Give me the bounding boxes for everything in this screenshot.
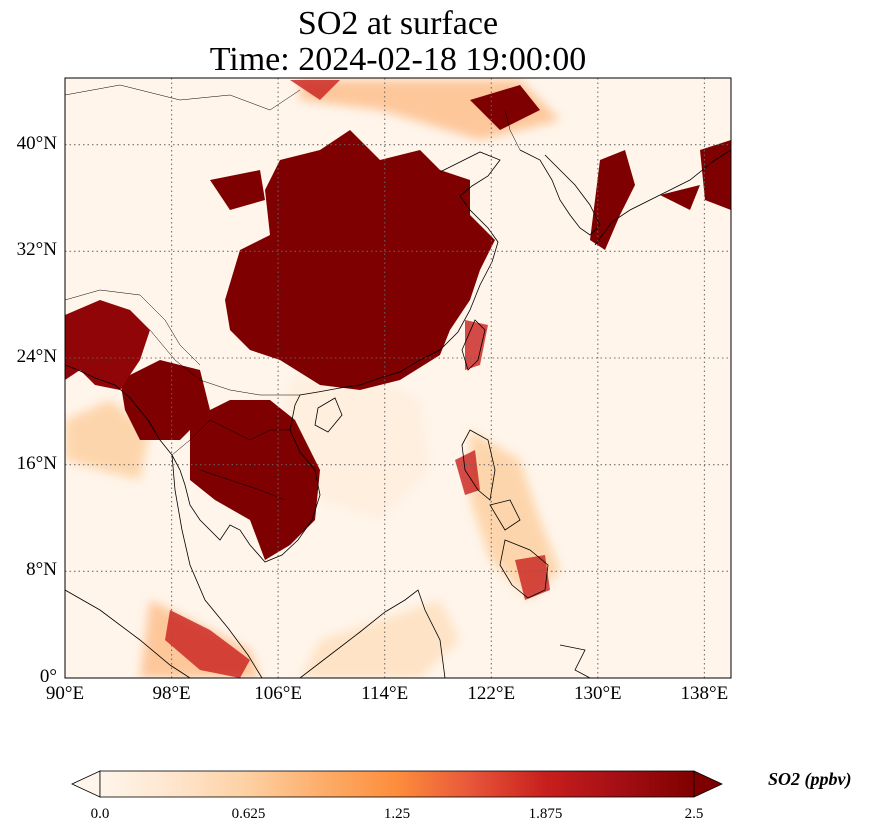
so2-concentration-field xyxy=(65,80,731,678)
coastline-indochina xyxy=(171,384,361,563)
coastline-korea xyxy=(519,149,601,236)
coastline-sulawesi xyxy=(559,644,591,678)
coastline-malay-peninsula xyxy=(171,454,263,678)
colorbar-tick: 2.5 xyxy=(684,806,704,822)
colorbar-tick: 1.875 xyxy=(528,806,563,822)
gridlines xyxy=(65,78,731,678)
colorbar-label: SO2 (ppbv) xyxy=(768,769,852,789)
coastlines xyxy=(65,149,731,678)
coastline-borneo xyxy=(299,589,446,678)
y-tick-label: 32°N xyxy=(16,239,57,261)
x-tick-label: 98°E xyxy=(152,683,191,704)
so2-high-region-myanmar-india xyxy=(65,300,150,390)
coastline-sumatra xyxy=(65,589,191,678)
x-tick-label: 130°E xyxy=(573,683,622,704)
colorbar-tick: 0.625 xyxy=(231,806,266,822)
y-tick-label: 0° xyxy=(39,666,57,687)
so2-plume-light-india xyxy=(65,400,150,480)
map-frame xyxy=(64,77,732,679)
y-tick-label: 16°N xyxy=(16,452,57,474)
y-tick-label: 40°N xyxy=(16,132,57,154)
so2-high-region-indochina xyxy=(120,360,320,560)
x-tick-label: 90°E xyxy=(45,683,85,704)
y-tick-label: 24°N xyxy=(16,346,57,367)
colorbar xyxy=(71,770,723,798)
coastline-taiwan xyxy=(461,319,486,371)
x-tick-label: 106°E xyxy=(254,683,302,704)
so2-high-region-korea-japan xyxy=(590,140,731,250)
x-tick-label: 122°E xyxy=(467,683,516,704)
coastline-china-east xyxy=(359,151,501,386)
coastline-japan xyxy=(594,149,731,246)
country-borders xyxy=(65,84,521,501)
so2-plume-light-borneo xyxy=(300,600,460,678)
map-title: SO2 at surface xyxy=(297,5,499,42)
coastline-luzon xyxy=(461,429,496,501)
coastline-mindanao xyxy=(499,539,549,599)
so2-high-region-china xyxy=(210,85,540,390)
x-tick-label: 138°E xyxy=(680,683,729,704)
colorbar-gradient xyxy=(99,770,695,798)
x-tick-label: 114°E xyxy=(361,683,409,704)
colorbar-tick: 1.25 xyxy=(383,806,411,822)
coastline-visayas xyxy=(489,499,521,531)
coastline-myanmar xyxy=(65,364,173,456)
colorbar-tick: 0.0 xyxy=(90,806,110,822)
y-tick-label: 8°N xyxy=(26,559,57,581)
map-time-subtitle: Time: 2024-02-18 19:00:00 xyxy=(209,41,587,78)
colorbar-extend-min xyxy=(71,770,101,798)
coastline-hainan xyxy=(314,397,343,433)
colorbar-extend-max xyxy=(693,770,723,798)
